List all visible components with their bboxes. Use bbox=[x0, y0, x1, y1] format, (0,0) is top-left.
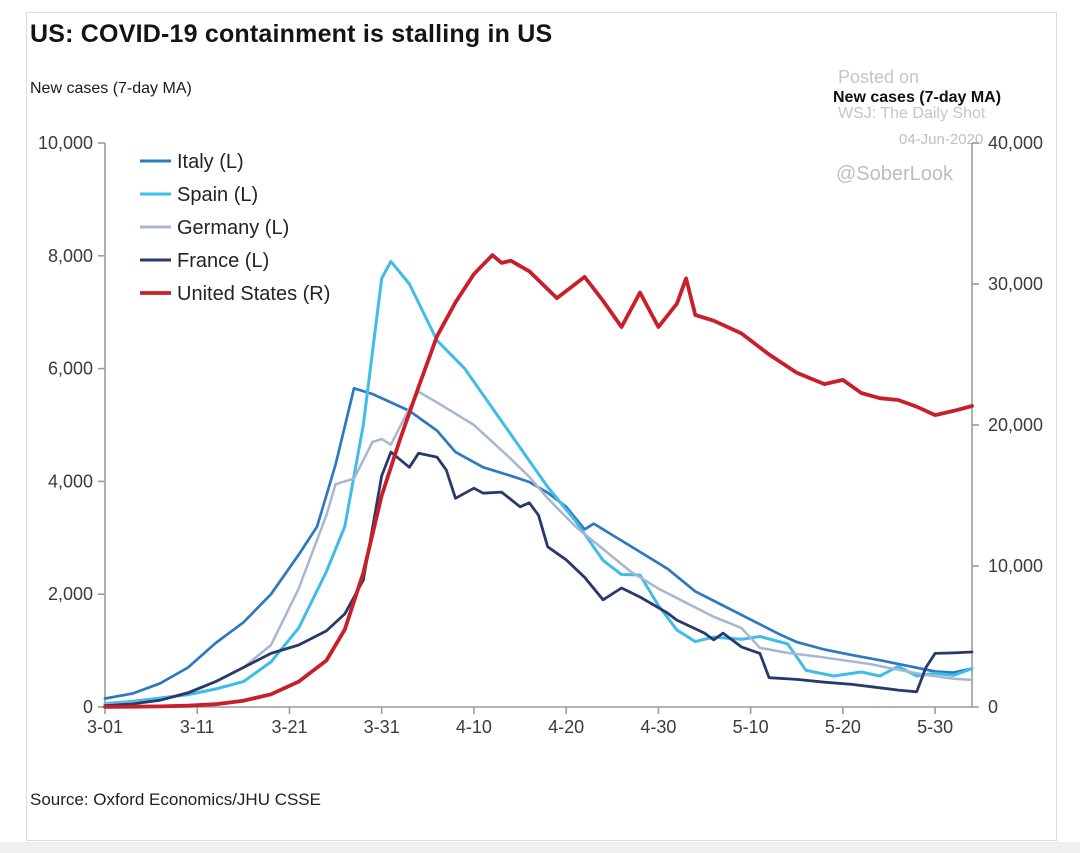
right-axis-tick-label: 40,000 bbox=[988, 133, 1043, 153]
watermark-date: 04-Jun-2020 bbox=[899, 131, 984, 148]
left-axis-tick-label: 0 bbox=[83, 697, 93, 717]
x-axis-tick-label: 4-10 bbox=[456, 717, 492, 737]
watermark-outlet: WSJ: The Daily Shot bbox=[838, 105, 986, 122]
watermark-handle: @SoberLook bbox=[836, 163, 954, 185]
left-axis-tick-label: 8,000 bbox=[48, 246, 93, 266]
x-axis-tick-label: 4-30 bbox=[640, 717, 676, 737]
legend-label-united-states-r: United States (R) bbox=[177, 283, 330, 305]
right-axis-tick-label: 0 bbox=[988, 697, 998, 717]
source-note: Source: Oxford Economics/JHU CSSE bbox=[30, 790, 321, 809]
left-axis-title: New cases (7-day MA) bbox=[30, 80, 192, 97]
x-axis-tick-label: 4-20 bbox=[548, 717, 584, 737]
right-axis-tick-label: 10,000 bbox=[988, 556, 1043, 576]
chart-title: US: COVID-19 containment is stalling in … bbox=[30, 20, 553, 48]
x-axis-tick-label: 3-11 bbox=[180, 717, 215, 737]
right-axis-title: New cases (7-day MA) bbox=[833, 89, 1002, 106]
series-line-france-l bbox=[103, 450, 974, 707]
series-line-spain-l bbox=[103, 259, 974, 706]
legend-label-france-l: France (L) bbox=[177, 250, 269, 272]
x-axis-tick-label: 5-20 bbox=[825, 717, 861, 737]
left-axis-tick-label: 10,000 bbox=[38, 133, 93, 153]
x-axis-tick-label: 3-01 bbox=[87, 717, 123, 737]
right-axis-tick-label: 30,000 bbox=[988, 274, 1043, 294]
page-bottom-strip bbox=[0, 842, 1080, 853]
series-line-italy-l bbox=[103, 386, 974, 700]
left-axis-tick-label: 4,000 bbox=[48, 471, 93, 491]
series-line-united-states-r bbox=[103, 253, 974, 709]
right-axis-tick-label: 20,000 bbox=[988, 415, 1043, 435]
x-axis-tick-label: 5-10 bbox=[733, 717, 769, 737]
x-axis-tick-label: 5-30 bbox=[917, 717, 953, 737]
left-axis-tick-label: 6,000 bbox=[48, 359, 93, 379]
x-axis-tick-label: 3-31 bbox=[364, 717, 400, 737]
legend-label-germany-l: Germany (L) bbox=[177, 217, 289, 239]
legend-label-spain-l: Spain (L) bbox=[177, 184, 258, 206]
x-axis-tick-label: 3-21 bbox=[271, 717, 307, 737]
left-axis-tick-label: 2,000 bbox=[48, 584, 93, 604]
series-line-germany-l bbox=[103, 390, 974, 706]
legend-label-italy-l: Italy (L) bbox=[177, 151, 244, 173]
chart-panel bbox=[26, 12, 1057, 841]
watermark-posted-on: Posted on bbox=[838, 67, 920, 87]
